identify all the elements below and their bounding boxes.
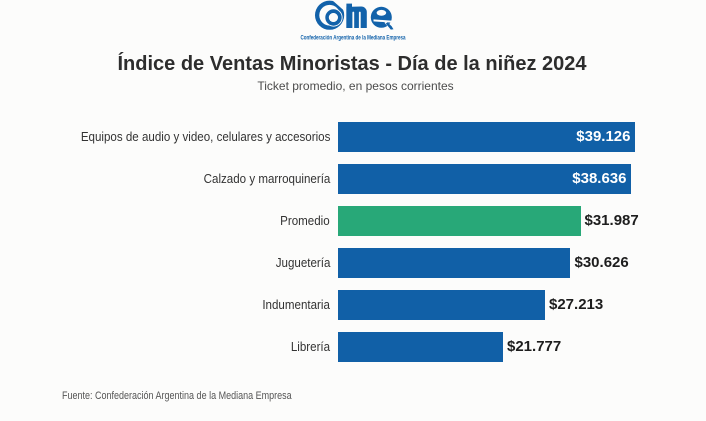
svg-text:Confederación Argentina de la: Confederación Argentina de la Mediana Em… bbox=[300, 35, 406, 42]
